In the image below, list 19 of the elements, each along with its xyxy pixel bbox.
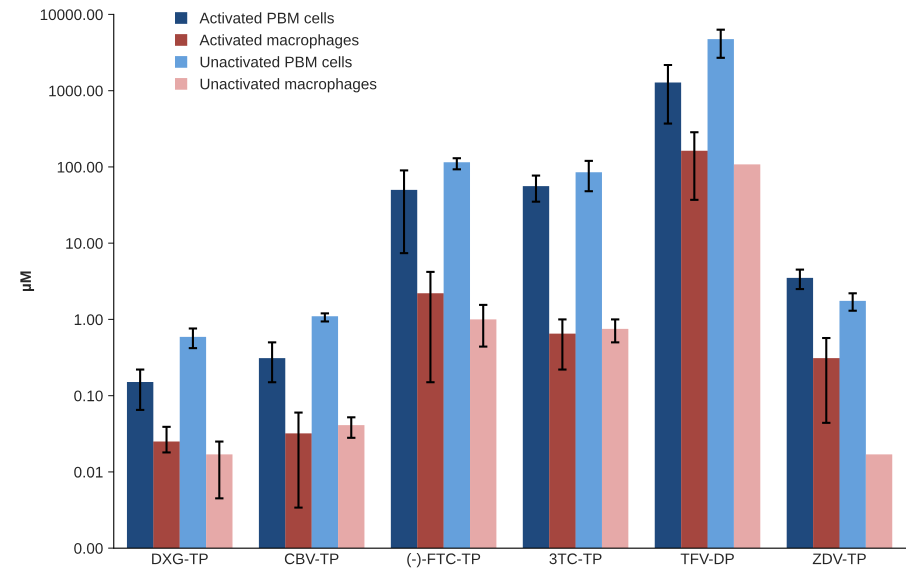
x-tick-label: DXG-TP: [152, 553, 208, 564]
x-tick-label: (-)-FTC-TP: [407, 553, 480, 568]
y-tick-label: 0.00: [74, 543, 103, 554]
y-tick-label: 1.00: [74, 314, 103, 326]
y-tick-label: 100.00: [58, 162, 103, 173]
legend-label: Unactivated PBM cells: [200, 56, 352, 68]
legend-label: Activated macrophages: [199, 34, 359, 48]
x-tick-label: ZDV-TP: [812, 554, 866, 564]
x-tick-label: 3TC-TP: [549, 553, 602, 564]
x-tick-label: TFV-DP: [680, 554, 734, 564]
legend-label: Activated PBM cells: [199, 12, 334, 24]
y-tick-label: 0.01: [74, 466, 103, 478]
y-tick-label: 10000.00: [40, 9, 103, 20]
y-axis-title: µM: [20, 272, 34, 292]
x-tick-label: CBV-TP: [284, 553, 338, 564]
y-tick-label: 0.10: [74, 390, 103, 402]
y-tick-label: 1000.00: [49, 86, 103, 96]
y-tick-label: 10.00: [66, 238, 103, 249]
legend-label: Unactivated macrophages: [200, 78, 376, 92]
